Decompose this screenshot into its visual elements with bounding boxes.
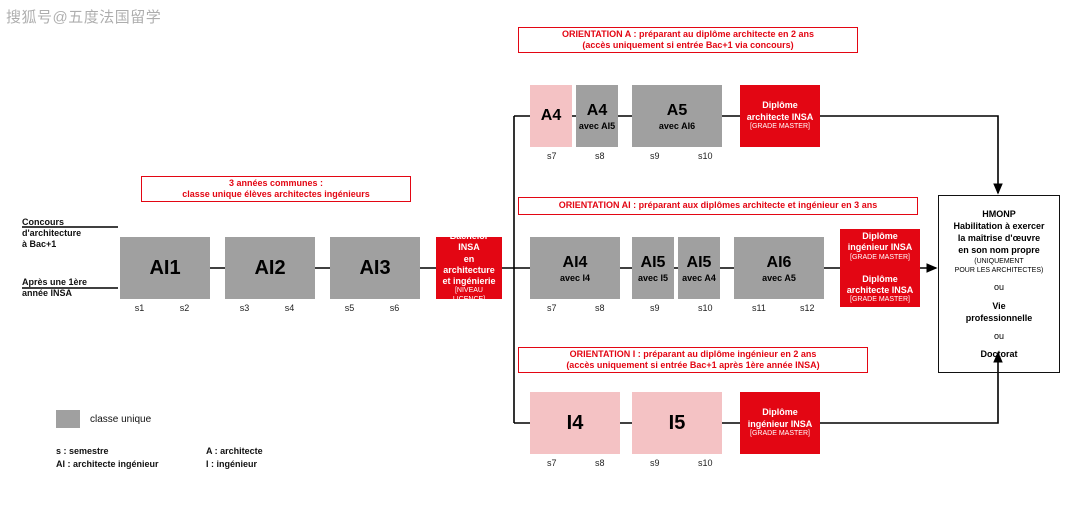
- sem-common: s1: [135, 303, 145, 313]
- block-AI-2: AI5avec A4: [678, 237, 720, 299]
- diploma-AI: Diplômeingénieur INSA[GRADE MASTER]Diplô…: [840, 229, 920, 307]
- sem-common: s6: [390, 303, 400, 313]
- legend-square: [56, 410, 80, 428]
- block-I-0: I4: [530, 392, 620, 454]
- sem-AI: s8: [595, 303, 605, 313]
- sem-I: s7: [547, 458, 557, 468]
- sem-AI: s10: [698, 303, 713, 313]
- sem-common: s2: [180, 303, 190, 313]
- sem-I: s8: [595, 458, 605, 468]
- block-AI-1: AI5avec I5: [632, 237, 674, 299]
- sem-common: s3: [240, 303, 250, 313]
- block-AI-0: AI4avec I4: [530, 237, 620, 299]
- title-A: ORIENTATION A : préparant au diplôme arc…: [518, 27, 858, 53]
- sem-A: s7: [547, 151, 557, 161]
- sem-common: s5: [345, 303, 355, 313]
- sem-I: s10: [698, 458, 713, 468]
- legend-defs: s : semestreA : architecteAI : architect…: [56, 445, 263, 470]
- sem-A: s10: [698, 151, 713, 161]
- sem-A: s8: [595, 151, 605, 161]
- block-AI-3: AI6avec A5: [734, 237, 824, 299]
- block-common-0: AI1: [120, 237, 210, 299]
- entry-bot: Après une 1èreannée INSA: [22, 277, 87, 299]
- entry-top: Concoursd'architectureà Bac+1: [22, 217, 81, 249]
- diploma-A: Diplômearchitecte INSA[GRADE MASTER]: [740, 85, 820, 147]
- title-AI: ORIENTATION AI : préparant aux diplômes …: [518, 197, 918, 215]
- sem-common: s4: [285, 303, 295, 313]
- block-A-2: A5avec AI6: [632, 85, 722, 147]
- legend-label: classe unique: [90, 414, 151, 425]
- sem-I: s9: [650, 458, 660, 468]
- outcome-box: HMONPHabilitation à exercerla maîtrise d…: [938, 195, 1060, 373]
- sem-AI: s11: [752, 303, 766, 313]
- block-I-1: I5: [632, 392, 722, 454]
- block-A-1: A4avec AI5: [576, 85, 618, 147]
- block-A-0: A4: [530, 85, 572, 147]
- sem-AI: s7: [547, 303, 557, 313]
- title-I: ORIENTATION I : préparant au diplôme ing…: [518, 347, 868, 373]
- title-common: 3 années communes :classe unique élèves …: [141, 176, 411, 202]
- sem-AI: s9: [650, 303, 660, 313]
- block-common-2: AI3: [330, 237, 420, 299]
- block-common-1: AI2: [225, 237, 315, 299]
- sem-A: s9: [650, 151, 660, 161]
- bachelor-block: Bachelor INSAen architectureet ingénieri…: [436, 237, 502, 299]
- sem-AI: s12: [800, 303, 815, 313]
- diploma-I: Diplômeingénieur INSA[GRADE MASTER]: [740, 392, 820, 454]
